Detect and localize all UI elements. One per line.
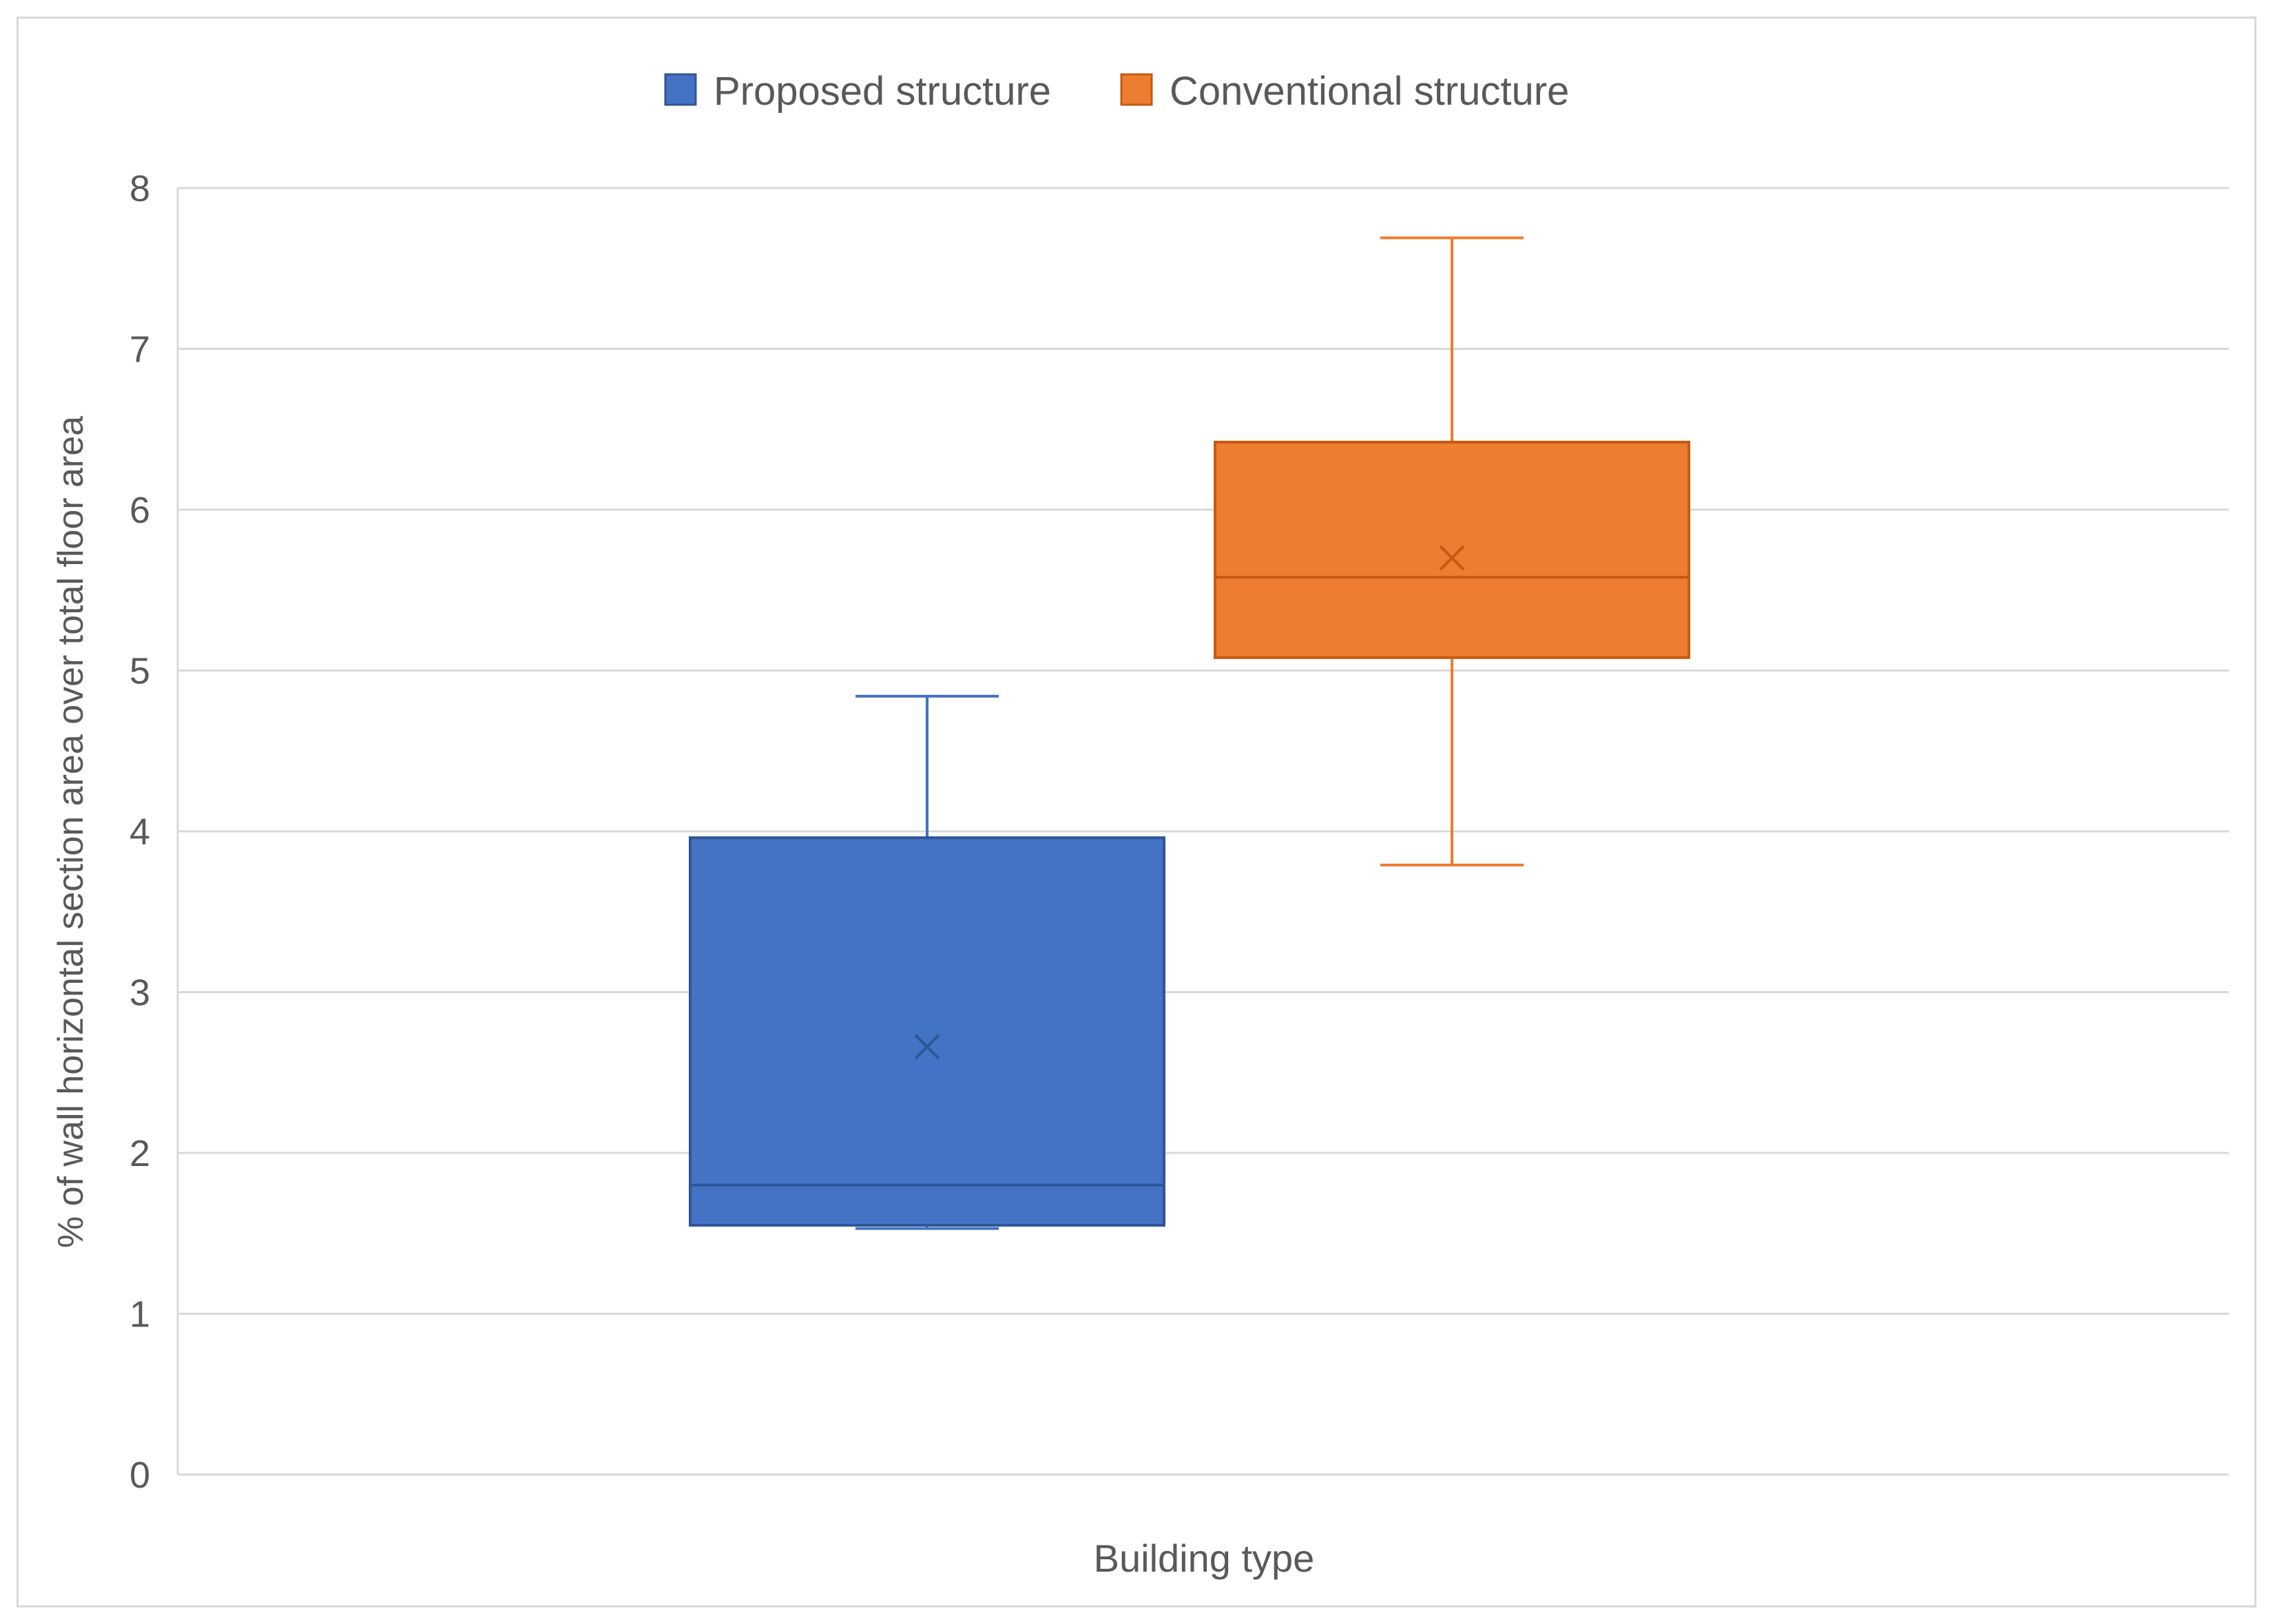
y-tick-label: 4 <box>129 811 150 853</box>
box-series <box>689 236 1690 1230</box>
legend: Proposed structure Conventional structure <box>664 69 1569 114</box>
mean-marker <box>1439 545 1465 571</box>
chart-frame <box>17 17 2256 1607</box>
mean-marker-stroke <box>1439 545 1465 571</box>
mean-marker <box>914 1034 940 1060</box>
y-tick-label: 5 <box>129 651 150 692</box>
box-proposed <box>689 694 1165 1230</box>
y-tick-label: 8 <box>129 168 150 209</box>
legend-item: Proposed structure <box>664 69 1051 114</box>
y-tick-label: 2 <box>129 1133 150 1174</box>
y-tick-labels: 0 1 2 3 4 5 6 7 8 <box>129 168 150 1496</box>
gridlines <box>176 187 2229 1476</box>
y-tick-label: 7 <box>129 329 150 371</box>
y-tick-label: 6 <box>129 490 150 531</box>
iqr-box <box>1214 440 1690 659</box>
x-axis-title: Building type <box>1094 1537 1315 1580</box>
y-tick-label: 3 <box>129 972 150 1014</box>
legend-swatch <box>1120 73 1153 106</box>
box-conventional <box>1214 236 1690 867</box>
iqr-box <box>689 836 1165 1227</box>
y-tick-label: 1 <box>129 1294 150 1335</box>
legend-label: Conventional structure <box>1170 69 1569 114</box>
y-axis-title: % of wall horizontal section area over t… <box>51 416 91 1248</box>
y-tick-label: 0 <box>129 1455 150 1496</box>
legend-item: Conventional structure <box>1120 69 1569 114</box>
legend-swatch <box>664 73 697 106</box>
legend-label: Proposed structure <box>714 69 1051 114</box>
mean-marker-stroke <box>914 1034 940 1060</box>
